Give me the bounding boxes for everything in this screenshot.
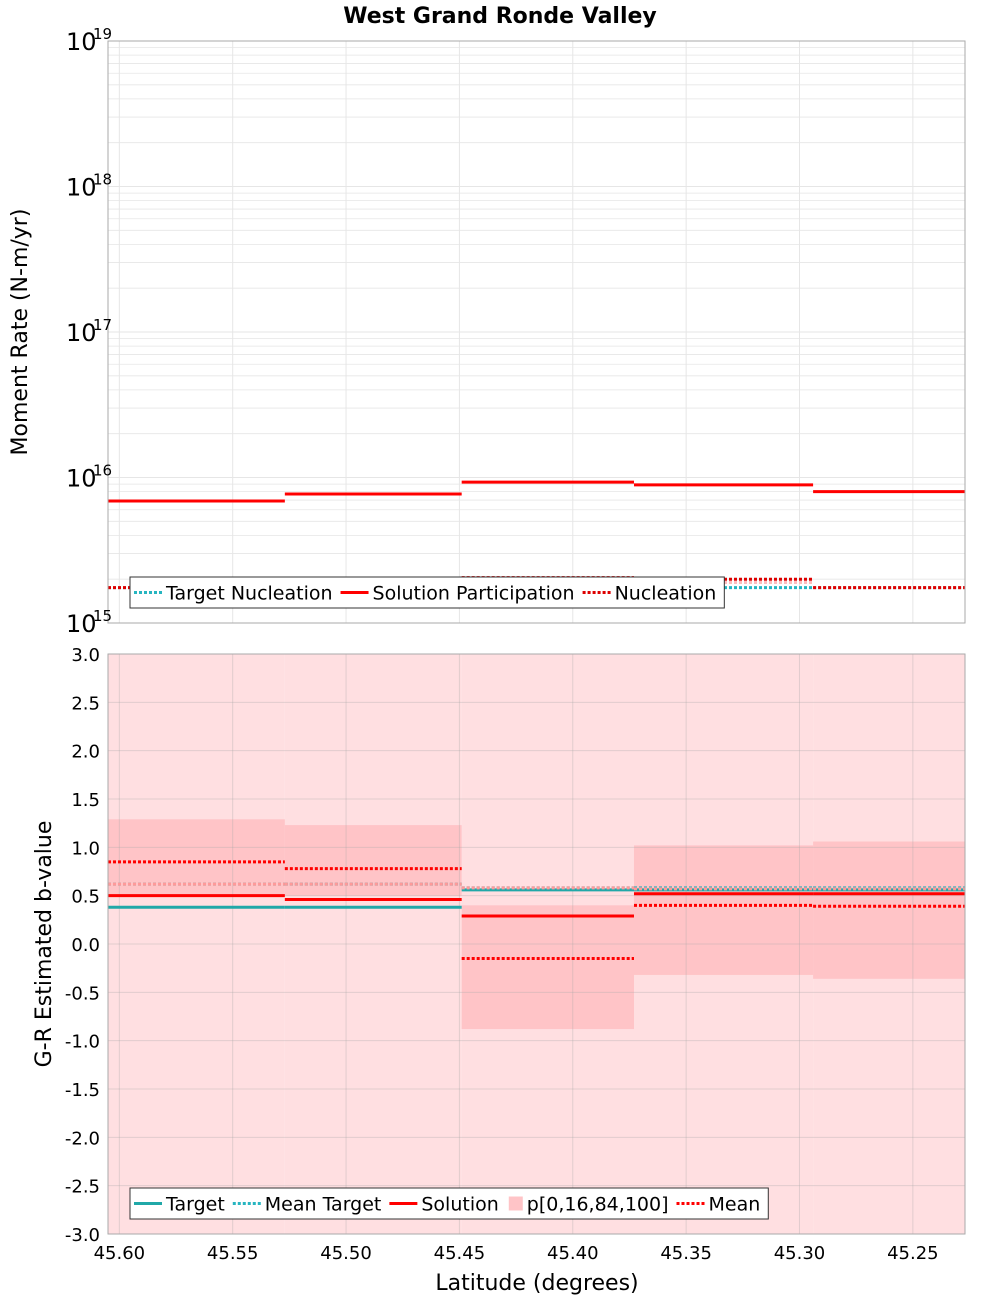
x-tick-label: 45.50 xyxy=(320,1243,372,1264)
moment-rate-plot-frame xyxy=(107,40,966,624)
y-tick-label-exponent: 18 xyxy=(93,171,112,189)
y-tick-label-exponent: 15 xyxy=(93,607,112,625)
y-tick-label: -1.0 xyxy=(65,1032,100,1053)
y-tick-label: -2.5 xyxy=(65,1177,100,1198)
moment-rate-y-axis-label: Moment Rate (N-m/yr) xyxy=(8,209,33,456)
y-tick-label: 1.0 xyxy=(71,838,100,859)
y-tick-label-exponent: 16 xyxy=(93,462,112,480)
y-tick-label: 2.5 xyxy=(71,693,100,714)
y-tick-label: -0.5 xyxy=(65,983,100,1004)
legend-label-mean: Mean xyxy=(709,1194,761,1216)
b-value-series xyxy=(108,860,965,960)
moment-rate-series xyxy=(108,480,965,590)
y-tick-label-base: 10 xyxy=(66,610,97,638)
legend-label-solution-participation: Solution Participation xyxy=(373,583,575,605)
x-tick-label: 45.45 xyxy=(434,1243,486,1264)
moment-rate-grid xyxy=(108,41,965,624)
band-outer xyxy=(284,654,462,1234)
x-tick-label: 45.35 xyxy=(660,1243,712,1264)
x-tick-label: 45.40 xyxy=(547,1243,599,1264)
legend-frame xyxy=(129,1187,769,1220)
y-tick-label-base: 10 xyxy=(66,319,97,347)
y-tick-label-base: 10 xyxy=(66,28,97,56)
band-inner xyxy=(633,845,814,975)
legend-label-target: Target xyxy=(165,1194,225,1216)
b-value-percentile-bands xyxy=(108,654,965,1234)
y-tick-label: -2.0 xyxy=(65,1128,100,1149)
legend-label-solution: Solution xyxy=(421,1194,498,1216)
b-value-y-axis-label: G-R Estimated b-value xyxy=(32,821,57,1068)
x-tick-label: 45.55 xyxy=(207,1243,259,1264)
b-value-y-ticks: 3.0 2.5 2.0 1.5 1.0 0.5 0.0 -0.5 -1.0 -1.5 -2.0 -2.… xyxy=(65,645,100,1246)
chart-title: West Grand Ronde Valley xyxy=(343,4,657,29)
y-tick-label: -1.5 xyxy=(65,1080,100,1101)
x-tick-label: 45.25 xyxy=(887,1243,939,1264)
band-inner xyxy=(813,841,965,979)
b-value-legend: Target Mean Target Solution p[0,16,84,100] M… xyxy=(129,1187,769,1220)
y-tick-label-exponent: 19 xyxy=(93,25,112,43)
y-tick-label: 3.0 xyxy=(71,645,100,666)
y-tick-label: 2.0 xyxy=(71,742,100,763)
band-outer xyxy=(108,654,285,1234)
x-tick-label: 45.30 xyxy=(774,1243,826,1264)
y-tick-label: 1.5 xyxy=(71,790,100,811)
x-axis-label: Latitude (degrees) xyxy=(435,1271,638,1296)
band-inner xyxy=(461,905,634,1030)
legend-label-target-nucleation: Target Nucleation xyxy=(165,583,333,605)
legend-label-nucleation: Nucleation xyxy=(615,583,717,605)
legend-label-p-0-16-84-100: p[0,16,84,100] xyxy=(527,1194,669,1216)
y-tick-label: -3.0 xyxy=(65,1225,100,1246)
x-tick-label: 45.60 xyxy=(94,1243,146,1264)
y-tick-label-exponent: 17 xyxy=(93,316,112,334)
y-tick-label: 0.5 xyxy=(71,887,100,908)
legend-swatch xyxy=(508,1196,523,1211)
y-tick-label-base: 10 xyxy=(66,174,97,202)
legend-frame xyxy=(129,576,725,609)
y-tick-label: 0.0 xyxy=(71,935,100,956)
moment-rate-legend: Target Nucleation Solution Participation N… xyxy=(129,576,725,609)
y-tick-label-base: 10 xyxy=(66,465,97,493)
legend-label-mean-target: Mean Target xyxy=(265,1194,382,1216)
b-value-plot-frame xyxy=(107,653,966,1235)
latitude-x-ticks: 45.60 45.55 45.50 45.45 45.40 45.35 45.30 45.25 xyxy=(94,1243,939,1264)
b-value-panel: 3.0 2.5 2.0 1.5 1.0 0.5 0.0 -0.5 -1.0 -1.5 -2.0 -2.… xyxy=(32,645,966,1296)
